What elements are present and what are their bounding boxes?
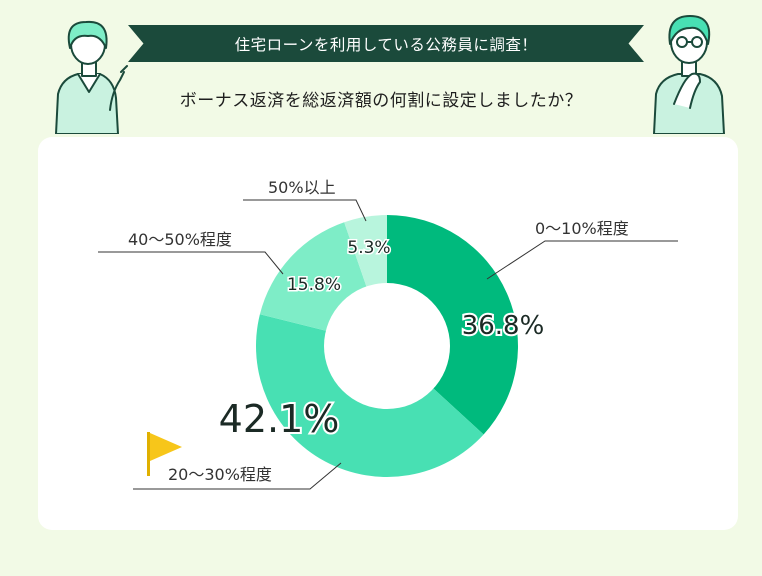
banner-text: 住宅ローンを利用している公務員に調査！ — [234, 35, 538, 54]
donut-hole — [324, 283, 450, 409]
leader-line-0 — [486, 240, 678, 280]
category-label-3: 50%以上 — [268, 178, 336, 197]
question-text: ボーナス返済を総返済額の何割に設定しましたか？ — [179, 91, 583, 111]
title-banner: 住宅ローンを利用している公務員に調査！ — [128, 25, 644, 62]
category-label-2: 40〜50%程度 — [128, 230, 232, 249]
value-label-3: 5.3% — [347, 238, 390, 258]
category-label-1: 20〜30%程度 — [168, 465, 272, 484]
leader-line-1 — [133, 462, 342, 490]
donut-slice-0 — [387, 215, 518, 435]
woman-pointing-illustration — [55, 20, 128, 134]
category-label-0: 0〜10%程度 — [535, 219, 629, 238]
leader-line-2 — [98, 251, 284, 275]
flag-icon — [147, 432, 182, 476]
thinking-man-illustration — [653, 15, 725, 134]
value-label-2: 15.8% — [287, 275, 341, 295]
value-label-0: 36.8% — [462, 311, 545, 341]
value-label-1: 42.1% — [219, 397, 340, 441]
leader-line-3 — [243, 199, 367, 222]
